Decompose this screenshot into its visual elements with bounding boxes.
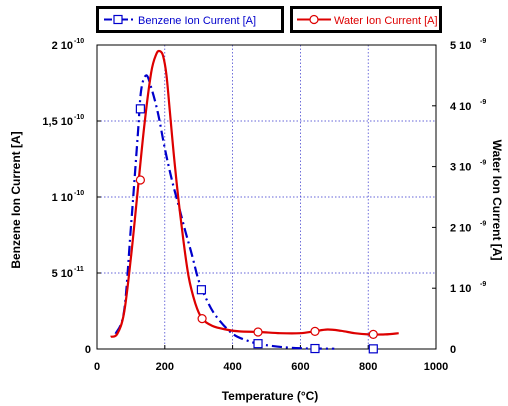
- y-tick-label: 0: [85, 344, 91, 356]
- y2-tick-label: 0: [450, 344, 456, 356]
- y2-tick-exponent: -9: [480, 220, 486, 227]
- data-point-square: [310, 343, 320, 354]
- y2-tick-label: 5 10: [450, 40, 471, 52]
- data-point-circle: [135, 175, 145, 185]
- x-tick-label: 400: [223, 361, 241, 373]
- y2-tick-label: 4 10: [450, 101, 471, 113]
- data-point-circle: [310, 326, 320, 336]
- legend-benzene-label: Benzene Ion Current [A]: [138, 15, 256, 27]
- series-benzene: [114, 74, 378, 354]
- y-tick-label: 1 10: [52, 192, 73, 204]
- y-tick-exponent: -10: [74, 38, 84, 45]
- y-axis-title: Benzene Ion Current [A]: [9, 131, 23, 268]
- series-line: [110, 49, 399, 338]
- x-axis-title: Temperature (°C): [222, 389, 319, 403]
- y2-tick-exponent: -9: [480, 38, 486, 45]
- data-point-square: [368, 344, 378, 354]
- data-point-square: [196, 285, 207, 295]
- data-point-circle: [368, 329, 378, 340]
- y-tick-label: 2 10: [52, 40, 73, 52]
- data-point-circle: [253, 327, 263, 337]
- legend-item-water: Water Ion Current [A]: [290, 6, 442, 33]
- y2-tick-label: 3 10: [450, 162, 471, 174]
- x-tick-label: 800: [359, 361, 377, 373]
- legend-water-label: Water Ion Current [A]: [334, 15, 438, 27]
- data-point-square: [253, 339, 263, 349]
- series-water: [110, 49, 399, 340]
- y2-tick-exponent: -9: [480, 160, 486, 167]
- y2-tick-label: 2 10: [450, 222, 471, 234]
- y2-tick-exponent: -9: [480, 281, 486, 288]
- y2-tick-exponent: -9: [480, 99, 486, 106]
- x-tick-label: 600: [291, 361, 309, 373]
- y-tick-exponent: -11: [74, 266, 84, 273]
- x-tick-label: 0: [94, 361, 100, 373]
- legend: Benzene Ion Current [A] Water Ion Curren…: [96, 6, 442, 33]
- y-tick-label: 1,5 10: [42, 116, 73, 128]
- series-layer: [110, 49, 399, 354]
- y2-tick-label: 1 10: [450, 283, 471, 295]
- y-tick-label: 5 10: [52, 268, 73, 280]
- x-tick-label: 200: [156, 361, 174, 373]
- legend-item-benzene: Benzene Ion Current [A]: [96, 6, 284, 33]
- y2-axis-title: Water Ion Current [A]: [490, 140, 504, 261]
- data-point-square: [135, 104, 145, 114]
- legend-benzene-square-icon: [113, 14, 123, 25]
- legend-water-circle-icon: [309, 14, 319, 25]
- x-tick-label: 1000: [424, 361, 448, 373]
- y-tick-exponent: -10: [74, 190, 84, 197]
- y-tick-exponent: -10: [74, 114, 84, 121]
- grid-layer: [97, 45, 436, 349]
- series-line: [114, 74, 335, 350]
- data-point-circle: [197, 314, 207, 324]
